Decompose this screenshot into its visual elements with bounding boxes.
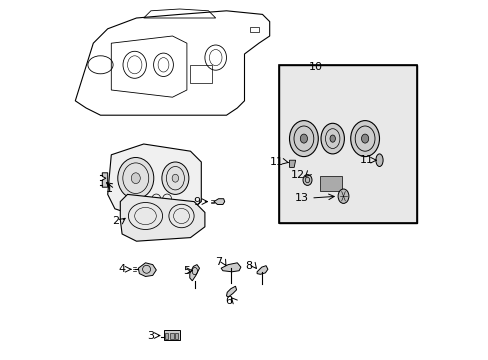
Polygon shape xyxy=(138,263,156,276)
Ellipse shape xyxy=(131,173,140,184)
Bar xyxy=(170,333,173,339)
Polygon shape xyxy=(120,194,204,241)
Text: 11: 11 xyxy=(359,155,373,165)
Polygon shape xyxy=(107,144,201,216)
Text: 1: 1 xyxy=(106,184,113,194)
Bar xyxy=(190,65,212,83)
Polygon shape xyxy=(289,160,295,167)
Ellipse shape xyxy=(303,175,311,185)
Ellipse shape xyxy=(162,162,188,194)
Text: 7: 7 xyxy=(215,257,222,267)
Bar xyxy=(320,176,341,191)
Text: 6: 6 xyxy=(225,296,232,306)
Ellipse shape xyxy=(329,135,335,142)
Polygon shape xyxy=(189,265,199,281)
Text: 3: 3 xyxy=(146,330,153,341)
Ellipse shape xyxy=(337,189,348,203)
Text: 9: 9 xyxy=(193,197,200,207)
Text: 13: 13 xyxy=(295,193,309,203)
Ellipse shape xyxy=(172,174,178,182)
Ellipse shape xyxy=(375,154,382,166)
Ellipse shape xyxy=(320,123,344,154)
Text: 8: 8 xyxy=(245,261,252,271)
Polygon shape xyxy=(102,173,107,187)
Polygon shape xyxy=(226,286,236,297)
Ellipse shape xyxy=(361,134,368,143)
Polygon shape xyxy=(221,263,241,272)
Bar xyxy=(164,333,168,339)
Bar xyxy=(278,65,416,223)
Text: 10: 10 xyxy=(308,62,322,72)
Text: 11: 11 xyxy=(269,157,284,167)
Text: 2: 2 xyxy=(112,216,119,226)
Text: 4: 4 xyxy=(118,264,125,274)
Text: 5: 5 xyxy=(183,266,190,276)
Ellipse shape xyxy=(350,121,379,157)
Ellipse shape xyxy=(300,134,307,143)
Ellipse shape xyxy=(289,121,318,157)
Polygon shape xyxy=(213,199,224,204)
Text: 12: 12 xyxy=(290,170,305,180)
Bar xyxy=(175,333,178,339)
Polygon shape xyxy=(257,266,267,274)
Bar xyxy=(163,330,179,340)
Bar xyxy=(249,27,258,32)
Ellipse shape xyxy=(118,158,153,199)
Bar xyxy=(278,65,416,223)
